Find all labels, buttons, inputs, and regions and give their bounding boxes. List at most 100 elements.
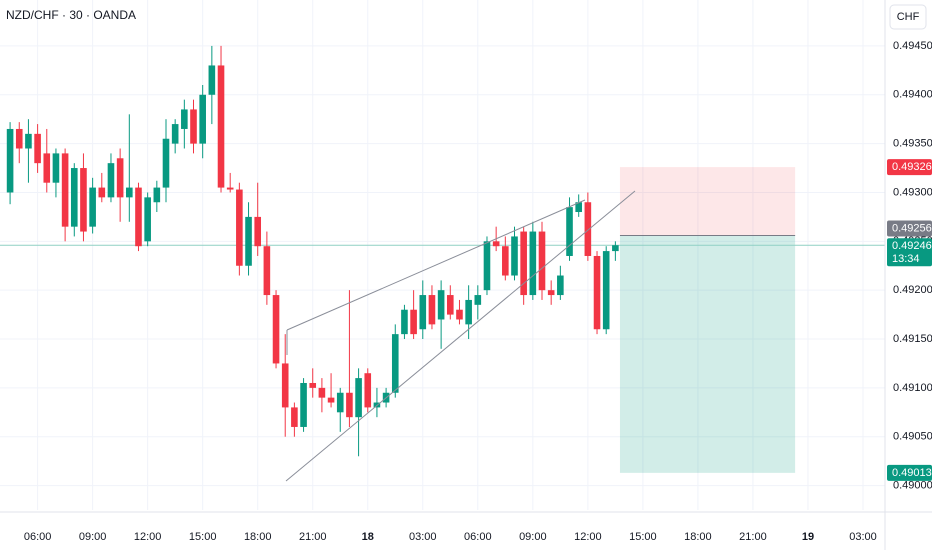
candle-body	[291, 407, 298, 427]
candle-body	[272, 295, 280, 364]
candle-body	[236, 189, 243, 266]
candle-body	[107, 163, 115, 198]
y-tick-label: 0.49100	[893, 382, 932, 394]
candle-body	[153, 187, 161, 203]
candle-body	[70, 168, 78, 227]
x-tick-label: 15:00	[629, 531, 657, 543]
currency-label[interactable]: CHF	[897, 11, 920, 23]
target-zone	[619, 235, 796, 473]
entry-price-label-box	[887, 220, 932, 237]
candle-body	[483, 241, 491, 291]
candle-body	[61, 153, 69, 227]
candle-body	[6, 128, 14, 193]
countdown-label: 13:34	[892, 253, 920, 265]
trend-line	[286, 199, 586, 331]
candle-body	[226, 187, 234, 190]
candle-body	[34, 133, 41, 164]
x-tick-label: 15:00	[189, 531, 217, 543]
candle-body	[43, 153, 51, 183]
candle-body	[410, 309, 417, 335]
candle-body	[538, 231, 546, 291]
candle-body	[126, 187, 133, 198]
candle-body	[391, 334, 399, 393]
candle-body	[364, 373, 372, 408]
candle-body	[446, 295, 454, 315]
candle-body	[575, 202, 582, 213]
y-tick-label: 0.49200	[893, 284, 932, 296]
candle-body	[346, 392, 353, 418]
x-tick-label: 06:00	[24, 531, 52, 543]
x-tick-label: 03:00	[409, 531, 437, 543]
x-tick-label: 18:00	[244, 531, 272, 543]
x-tick-label: 09:00	[79, 531, 107, 543]
candle-body	[98, 187, 106, 198]
x-tick-label: 12:00	[574, 531, 602, 543]
y-tick-label: 0.49050	[893, 431, 932, 443]
candle-body	[593, 255, 601, 330]
x-tick-label: 18:00	[684, 531, 712, 543]
y-tick-label: 0.49000	[893, 479, 932, 491]
candle-body	[419, 295, 427, 330]
candle-body	[336, 392, 344, 413]
candle-body	[162, 138, 170, 188]
candle-body	[502, 246, 509, 276]
x-tick-label: 18	[362, 531, 374, 543]
candle-body	[465, 299, 472, 325]
trend-line	[285, 190, 636, 482]
position-tool	[0, 167, 885, 473]
candle-body	[135, 187, 142, 247]
candle-body	[245, 216, 252, 266]
candle-body	[474, 295, 482, 305]
candle-body	[428, 295, 436, 325]
currency-button[interactable]	[889, 4, 927, 30]
candle-body	[300, 382, 307, 427]
x-tick-label: 21:00	[739, 531, 767, 543]
candle-body	[612, 245, 619, 252]
stop-price-label: 0.49326	[892, 161, 932, 173]
y-tick-label: 0.49400	[893, 89, 932, 101]
y-tick-label: 0.49350	[893, 138, 932, 150]
x-tick-label: 19	[802, 531, 814, 543]
candle-body	[327, 397, 335, 403]
candle-body	[15, 128, 23, 149]
candle-body	[25, 133, 32, 149]
y-tick-label: 0.49300	[893, 186, 932, 198]
candle-body	[309, 382, 317, 388]
last-price-box	[887, 238, 932, 267]
candle-body	[181, 109, 188, 129]
y-tick-label: 0.49450	[893, 40, 932, 52]
x-tick-label: 12:00	[134, 531, 162, 543]
candle-body	[190, 109, 197, 144]
candle-body	[89, 187, 96, 227]
candles	[6, 45, 619, 457]
candle-body	[511, 236, 518, 276]
stop-zone	[619, 167, 796, 236]
axes: 0.49000 0.49050 0.49100 0.49150 0.49200 0.492…	[24, 40, 932, 543]
candle-body	[529, 231, 537, 296]
last-price-label: 0.49246	[892, 240, 932, 252]
candle-body	[52, 153, 60, 183]
stop-price-label-box	[887, 159, 932, 176]
candle-body	[144, 197, 151, 242]
candle-body	[520, 231, 527, 296]
candle-body	[557, 275, 564, 296]
x-tick-label: 06:00	[464, 531, 492, 543]
x-tick-label: 03:00	[849, 531, 877, 543]
chart-title: NZD/CHF · 30 · OANDA	[6, 8, 136, 22]
candle-body	[116, 158, 124, 198]
candle-body	[401, 309, 408, 335]
candle-body	[355, 378, 362, 418]
y-tick-label: 0.49150	[893, 333, 932, 345]
candle-body	[208, 65, 216, 95]
candle-body	[456, 309, 463, 320]
x-tick-label: 09:00	[519, 531, 547, 543]
candle-body	[602, 251, 610, 330]
candle-body	[217, 65, 225, 188]
entry-price-label: 0.49256	[892, 222, 932, 234]
candle-body	[263, 246, 271, 296]
candle-body	[199, 94, 206, 144]
candle-body	[437, 290, 445, 320]
